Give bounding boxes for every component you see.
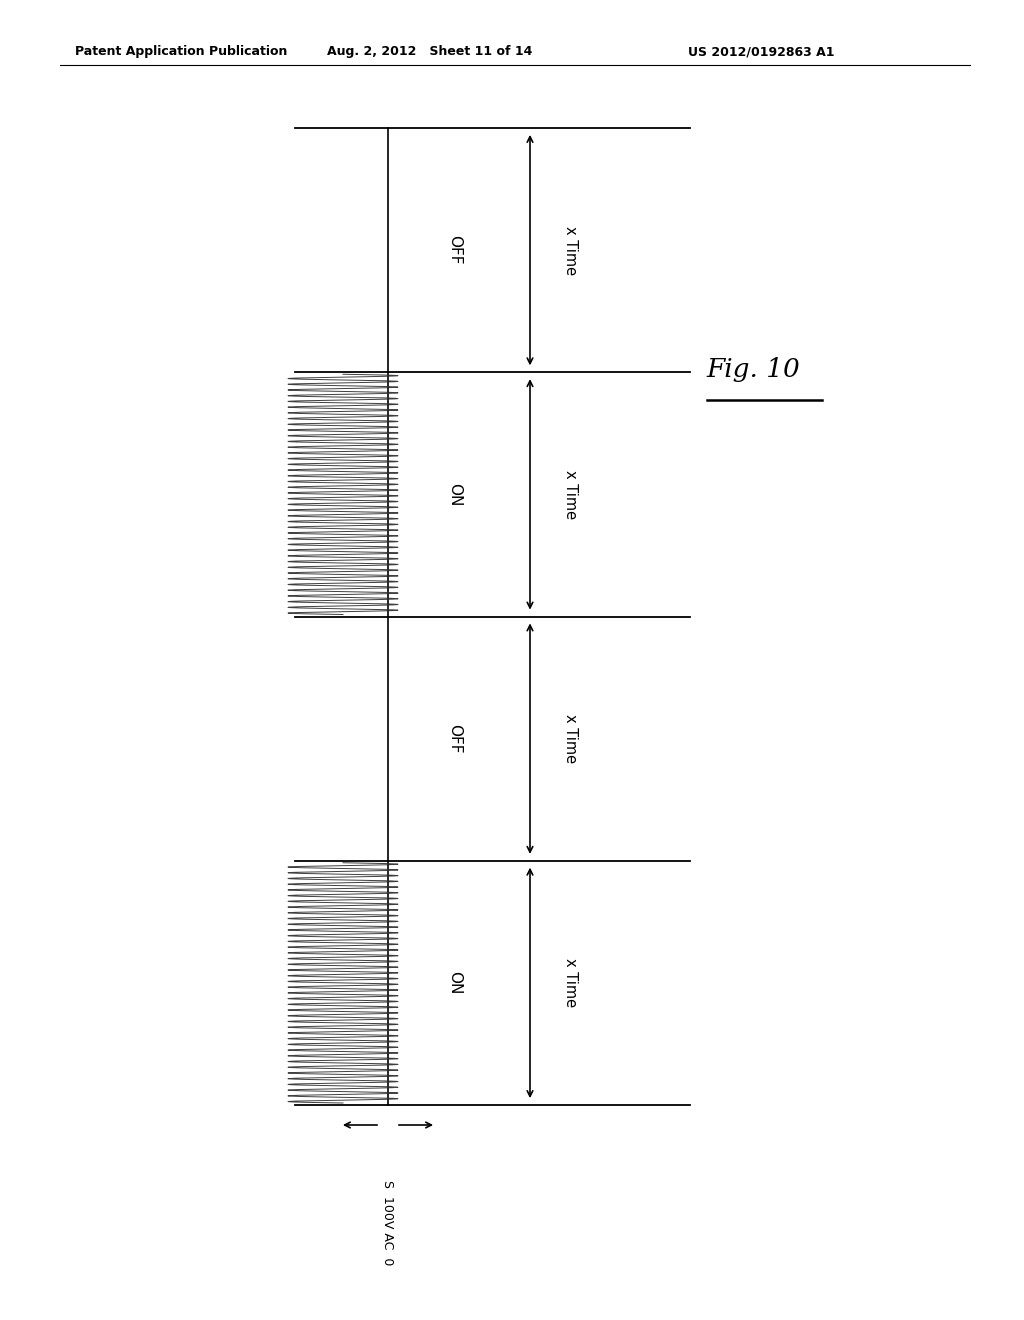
Text: Aug. 2, 2012   Sheet 11 of 14: Aug. 2, 2012 Sheet 11 of 14 [328, 45, 532, 58]
Text: ON: ON [447, 483, 463, 506]
Text: x Time: x Time [562, 958, 578, 1007]
Text: x Time: x Time [562, 470, 578, 519]
Text: x Time: x Time [562, 714, 578, 763]
Text: US 2012/0192863 A1: US 2012/0192863 A1 [688, 45, 835, 58]
Text: Fig. 10: Fig. 10 [707, 358, 801, 383]
Text: ON: ON [447, 972, 463, 994]
Text: OFF: OFF [447, 235, 463, 265]
Text: x Time: x Time [562, 226, 578, 275]
Text: S  100V AC  0: S 100V AC 0 [382, 1180, 394, 1266]
Text: OFF: OFF [447, 723, 463, 754]
Text: Patent Application Publication: Patent Application Publication [75, 45, 288, 58]
